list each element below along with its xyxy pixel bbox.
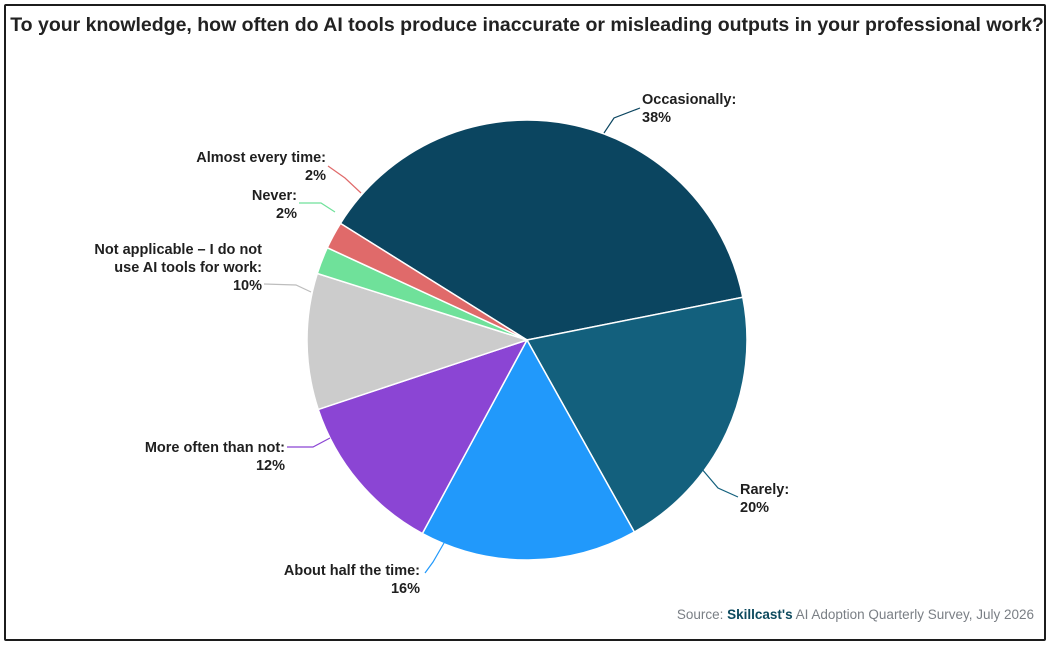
pie-slice: [306, 272, 530, 411]
leader-line: [299, 202, 336, 213]
chart-title: To your knowledge, how often do AI tools…: [10, 14, 1044, 36]
source-note: Source: Skillcast's AI Adoption Quarterl…: [677, 607, 1034, 622]
slice-percent: 20%: [740, 500, 769, 516]
slice-label: Never: 2%: [252, 188, 297, 222]
slice-percent: 2%: [276, 206, 297, 222]
slice-name: Never:: [252, 188, 297, 204]
slice-label: Not applicable – I do not use AI tools fo…: [94, 242, 262, 294]
slice-percent: 16%: [391, 581, 420, 597]
slice-label: Occasionally: 38%: [642, 92, 736, 126]
leader-line: [287, 437, 331, 448]
slice-name: use AI tools for work:: [114, 260, 262, 276]
pie-slice: [421, 338, 636, 561]
leader-line: [263, 283, 312, 293]
slice-percent: 2%: [305, 168, 326, 184]
slice-name: More often than not:: [145, 440, 285, 456]
slice-percent: 12%: [256, 458, 285, 474]
slice-label: About half the time: 16%: [284, 563, 420, 597]
leader-line: [603, 107, 641, 134]
source-suffix: AI Adoption Quarterly Survey, July 2026: [792, 607, 1034, 622]
slice-name: About half the time:: [284, 563, 420, 579]
slice-name: Occasionally:: [642, 92, 736, 108]
slice-label: Rarely: 20%: [740, 482, 789, 516]
source-brand: Skillcast's: [727, 607, 793, 622]
leader-line: [424, 542, 445, 574]
slice-percent: 38%: [642, 110, 671, 126]
pie-slice: [525, 296, 748, 534]
pie-slice: [326, 222, 528, 341]
pie-slice: [317, 338, 529, 535]
leader-line: [700, 467, 739, 498]
leader-line: [327, 165, 362, 194]
slice-percent: 10%: [233, 278, 262, 294]
slice-name: Almost every time:: [196, 150, 326, 166]
pie-slice: [339, 119, 744, 341]
slice-label: More often than not: 12%: [145, 440, 285, 474]
slice-name: Not applicable – I do not: [94, 242, 262, 258]
slice-label: Almost every time: 2%: [196, 150, 326, 184]
source-prefix: Source:: [676, 607, 728, 622]
slice-name: Rarely:: [740, 482, 789, 498]
